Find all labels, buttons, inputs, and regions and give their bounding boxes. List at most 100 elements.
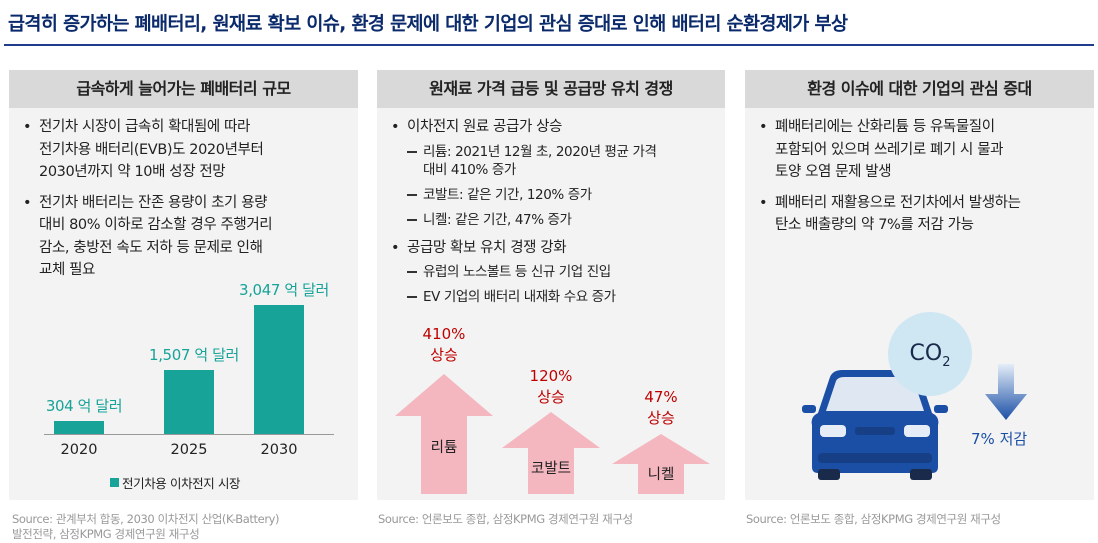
- sub-line: 대비 410% 증가: [423, 161, 516, 178]
- bar-2020: [54, 421, 104, 434]
- bullet-dot-icon: •: [759, 119, 768, 135]
- headlight-left: [820, 425, 846, 437]
- bar-2030: [254, 305, 304, 434]
- bullet-line: 폐배터리 재활용으로 전기차에서 발생하는: [775, 194, 1021, 211]
- sub-line: EV 기업의 배터리 내재화 수요 증가: [423, 289, 616, 305]
- car-windshield: [826, 377, 924, 411]
- source-line: Source: 관계부처 합동, 2030 이차전지 산업(K-Battery): [12, 512, 280, 526]
- bullet-item: • 폐배터리 재활용으로 전기차에서 발생하는 탄소 배출량의 약 7%를 저감…: [755, 192, 1088, 237]
- bullet-line: 전기차용 배터리(EVB)도 2020년부터: [39, 141, 264, 158]
- pct-value: 120%: [529, 367, 573, 385]
- bullet-item: • 공급망 확보 유치 경쟁 강화 유럽의 노스볼트 등 신규 기업 진입 EV…: [387, 237, 719, 307]
- bullet-dot-icon: •: [23, 194, 32, 211]
- up-arrow-icon: [395, 374, 493, 494]
- bullet-line: 탄소 배출량의 약 7%를 저감 가능: [775, 217, 974, 233]
- bar-2025: [164, 370, 214, 434]
- title-divider: [4, 44, 1094, 46]
- arrow-label-cobalt: 코발트: [530, 461, 572, 477]
- side-mirror-right: [934, 405, 948, 413]
- sub-item: EV 기업의 배터리 내재화 수요 증가: [407, 288, 719, 306]
- bullet-line: 전기차 시장이 급속히 확대됨에 따라: [39, 119, 250, 135]
- bullet-list: • 이차전지 원료 공급가 상승 리튬: 2021년 12월 초, 2020년 …: [387, 116, 719, 314]
- x-tick-label: 2030: [260, 442, 298, 458]
- up-arrow-icon: [612, 434, 710, 494]
- wheel-left: [818, 469, 840, 480]
- page-title: 급격히 증가하는 폐배터리, 원재료 확보 이슈, 환경 문제에 대한 기업의 …: [8, 14, 848, 35]
- dash-icon: [407, 193, 417, 196]
- bullet-line: 2030년까지 약 10배 성장 전망: [39, 164, 226, 180]
- bullet-dot-icon: •: [759, 194, 768, 211]
- bullet-item: • 전기차 시장이 급속히 확대됨에 따라 전기차용 배터리(EVB)도 202…: [19, 116, 352, 184]
- bullet-line: 전기차 배터리는 잔존 용량이 초기 용량: [39, 194, 268, 211]
- arrow-cobalt-shape: [502, 412, 600, 494]
- dash-icon: [407, 218, 417, 221]
- bullet-line: 공급망 확보 유치 경쟁 강화: [407, 239, 567, 256]
- pct-word: 상승: [537, 388, 565, 406]
- side-mirror-left: [802, 405, 816, 413]
- sub-item: 유럽의 노스볼트 등 신규 기업 진입: [407, 263, 719, 281]
- bar-value-label-2025: 1,507 억 달러: [149, 346, 239, 364]
- legend-swatch: [110, 478, 119, 487]
- up-arrow-icon: [502, 412, 600, 494]
- sub-line: 니켈: 같은 기간, 47% 증가: [423, 211, 572, 228]
- sub-line: 리튬: 2021년 12월 초, 2020년 평균 가격: [423, 143, 657, 160]
- bullet-dot-icon: •: [391, 239, 400, 256]
- co2-main: CO: [909, 341, 943, 366]
- sub-item: 코발트: 같은 기간, 120% 증가: [407, 186, 719, 204]
- electric-car-icon: [802, 370, 948, 480]
- pct-nickel: 47% 상승: [612, 387, 710, 429]
- sub-line: 코발트: 같은 기간, 120% 증가: [423, 186, 592, 203]
- arrow-label-lithium: 리튬: [430, 440, 458, 456]
- grille: [855, 427, 895, 435]
- pct-word: 상승: [430, 346, 458, 364]
- dash-icon: [407, 150, 417, 153]
- bullet-dot-icon: •: [391, 119, 400, 135]
- bullet-line: 교체 필요: [39, 262, 95, 278]
- bullet-line: 폐배터리에는 산화리튬 등 유독물질이: [775, 119, 995, 135]
- down-arrow-icon: [985, 364, 1027, 420]
- co2-bubble: CO2: [888, 312, 972, 396]
- bullet-list: • 전기차 시장이 급속히 확대됨에 따라 전기차용 배터리(EVB)도 202…: [19, 116, 352, 290]
- pct-lithium: 410% 상승: [395, 324, 493, 366]
- bullet-list: • 폐배터리에는 산화리튬 등 유독물질이 포함되어 있으며 쓰레기로 폐기 시…: [755, 116, 1088, 245]
- source-note-3: Source: 언론보도 종합, 삼정KPMG 경제연구원 재구성: [746, 512, 1001, 526]
- panel-environment: 환경 이슈에 대한 기업의 관심 증대 • 폐배터리에는 산화리튬 등 유독물질…: [745, 70, 1094, 500]
- pct-value: 410%: [422, 325, 466, 343]
- bar-value-label-2020: 304 억 달러: [45, 397, 123, 415]
- bullet-line: 포함되어 있으며 쓰레기로 폐기 시 물과: [775, 141, 1004, 158]
- pct-value: 47%: [644, 388, 678, 406]
- arrow-lithium-shape: [395, 374, 493, 494]
- bullet-item: • 이차전지 원료 공급가 상승 리튬: 2021년 12월 초, 2020년 …: [387, 116, 719, 229]
- headlight-right: [904, 425, 930, 437]
- sub-list: 리튬: 2021년 12월 초, 2020년 평균 가격 대비 410% 증가 …: [407, 143, 719, 229]
- source-line: 발전전략, 삼정KPMG 경제연구원 재구성: [12, 527, 200, 541]
- legend-label: 전기차용 이차전지 시장: [122, 476, 241, 491]
- x-tick-label: 2020: [60, 442, 98, 458]
- arrow-label-nickel: 니켈: [647, 467, 675, 483]
- panel-raw-materials: 원재료 가격 급등 및 공급망 유치 경쟁 • 이차전지 원료 공급가 상승 리…: [377, 70, 725, 500]
- panel-heading: 환경 이슈에 대한 기업의 관심 증대: [745, 70, 1094, 108]
- bullet-item: • 전기차 배터리는 잔존 용량이 초기 용량 대비 80% 이하로 감소할 경…: [19, 192, 352, 282]
- pct-word: 상승: [647, 409, 675, 427]
- wheel-right: [910, 469, 932, 480]
- arrow-nickel-shape: [612, 434, 710, 494]
- x-tick-label: 2025: [170, 442, 208, 458]
- sub-item: 니켈: 같은 기간, 47% 증가: [407, 211, 719, 229]
- x-axis-line: [44, 434, 334, 435]
- panel-battery-growth: 급속하게 늘어가는 폐배터리 규모 • 전기차 시장이 급속히 확대됨에 따라 …: [9, 70, 358, 500]
- bullet-line: 토양 오염 문제 발생: [775, 164, 892, 180]
- bullet-dot-icon: •: [23, 119, 32, 135]
- panel-heading: 급속하게 늘어가는 폐배터리 규모: [9, 70, 358, 108]
- co2-subscript: 2: [942, 355, 951, 370]
- bumper: [818, 453, 932, 463]
- source-note-2: Source: 언론보도 종합, 삼정KPMG 경제연구원 재구성: [378, 512, 633, 526]
- dash-icon: [407, 271, 417, 273]
- panel-heading: 원재료 가격 급등 및 공급망 유치 경쟁: [377, 70, 725, 108]
- bar-value-label-2030: 3,047 억 달러: [239, 281, 329, 299]
- source-note-1: Source: 관계부처 합동, 2030 이차전지 산업(K-Battery)…: [12, 512, 280, 542]
- bullet-line: 감소, 충방전 속도 저하 등 문제로 인해: [39, 239, 263, 256]
- down-arrow-shape: [985, 364, 1027, 420]
- bullet-line: 대비 80% 이하로 감소할 경우 주행거리: [39, 217, 273, 233]
- sub-item: 리튬: 2021년 12월 초, 2020년 평균 가격 대비 410% 증가: [407, 143, 719, 179]
- reduction-label: 7% 저감: [971, 430, 1028, 448]
